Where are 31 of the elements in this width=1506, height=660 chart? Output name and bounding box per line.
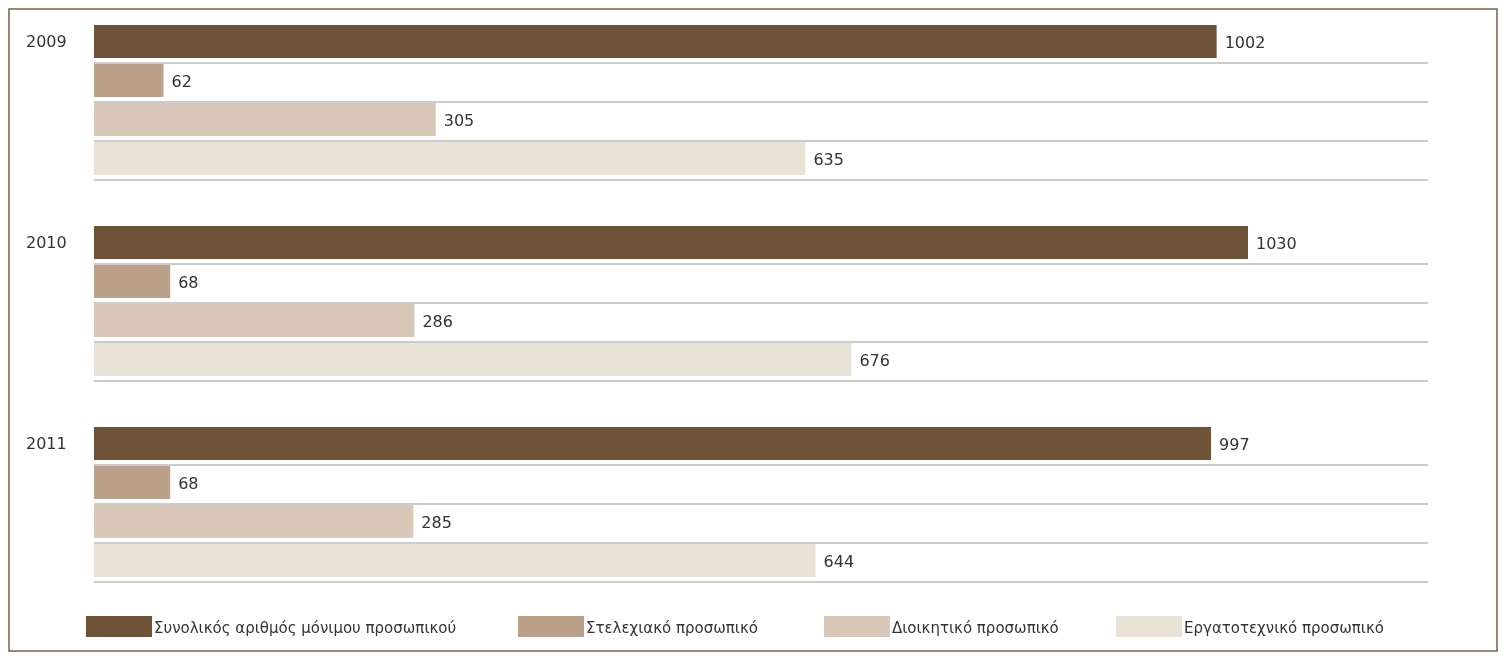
- legend-label: Εργατοτεχνικό προσωπικό: [1184, 619, 1384, 637]
- bar: [94, 427, 1212, 460]
- y-tick-label: 2011: [26, 434, 67, 453]
- data-label: 676: [859, 351, 890, 370]
- data-label: 635: [813, 150, 844, 169]
- data-label: 1002: [1224, 33, 1266, 52]
- data-label: 286: [422, 312, 453, 331]
- bar: [94, 25, 1217, 58]
- bar: [94, 265, 171, 298]
- data-label: 1030: [1256, 234, 1297, 253]
- bar: [94, 505, 414, 538]
- legend-label: Στελεχιακό προσωπικό: [586, 619, 758, 637]
- bar: [94, 304, 415, 337]
- data-label: 997: [1219, 435, 1250, 454]
- legend-label: Συνολικός αριθμός μόνιμου προσωπικού: [154, 619, 457, 637]
- bar: [94, 343, 852, 376]
- bar: [94, 466, 171, 499]
- legend-label: Διοικητικό προσωπικό: [892, 619, 1059, 637]
- data-label: 285: [421, 513, 452, 532]
- data-label: 68: [178, 474, 199, 493]
- bar: [94, 64, 164, 97]
- bar: [94, 103, 436, 136]
- bar: [94, 226, 1248, 259]
- y-tick-label: 2009: [26, 32, 67, 51]
- y-tick-label: 2010: [26, 233, 67, 252]
- bar: [94, 142, 806, 175]
- data-label: 305: [443, 111, 475, 130]
- data-label: 62: [171, 72, 192, 91]
- data-label: 68: [178, 273, 199, 292]
- bar: [94, 544, 816, 577]
- data-label: 644: [823, 552, 855, 571]
